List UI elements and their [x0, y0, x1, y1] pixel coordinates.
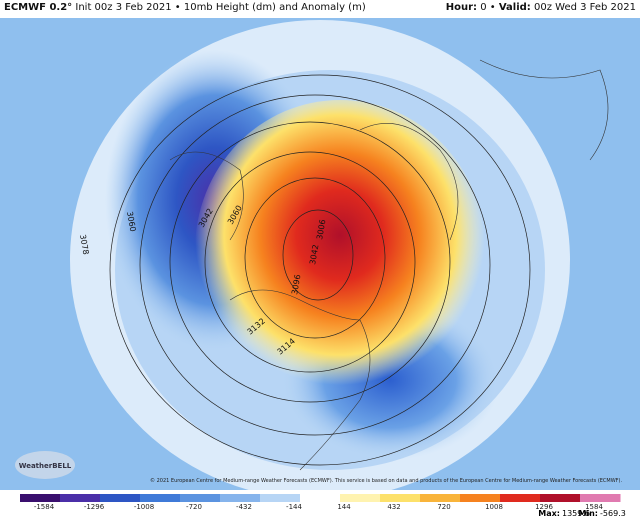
model: ECMWF 0.2° — [4, 2, 73, 13]
colorbar-swatch — [340, 494, 381, 502]
max-label: Max: — [538, 509, 560, 518]
colorbar-tick-label: -1296 — [84, 503, 105, 511]
colorbar-tick-label: -144 — [286, 503, 302, 511]
colorbar-tick-label: -432 — [236, 503, 252, 511]
colorbar-swatch — [140, 494, 181, 502]
colorbar-swatch — [540, 494, 581, 502]
contour-label: 3060 — [125, 211, 137, 233]
colorbar-tick-label: 1584 — [585, 503, 603, 511]
colorbar — [20, 494, 621, 502]
min-label: Min: — [578, 509, 598, 518]
colorbar-tick-label: 144 — [337, 503, 351, 511]
colorbar-swatch — [300, 494, 341, 502]
contour-label: 3096 — [290, 274, 302, 296]
colorbar-ticks: -1584 -1296 -1008 -720 -432 -144 144 432 720 1008… — [34, 503, 604, 511]
colorbar-swatch — [420, 494, 461, 502]
logo: WeatherBELL — [19, 462, 72, 470]
positive-anomaly — [195, 100, 485, 400]
coastlines — [169, 59, 609, 471]
header-right: Hour: 0 • Valid: 00z Wed 3 Feb 2021 — [445, 2, 636, 13]
colorbar-swatch — [60, 494, 101, 502]
colorbar-tick-label: 1296 — [535, 503, 553, 511]
header-left: ECMWF 0.2° Init 00z 3 Feb 2021 • 10mb He… — [4, 2, 366, 13]
colorbar-swatch — [380, 494, 421, 502]
colorbar-tick-label: 1008 — [485, 503, 503, 511]
colorbar-swatch — [260, 494, 301, 502]
logo-badge — [15, 451, 75, 479]
product: 10mb Height (dm) and Anomaly (m) — [183, 2, 366, 13]
colorbar-tick-label: -1584 — [34, 503, 55, 511]
colorbar-tick-label: 432 — [387, 503, 400, 511]
max: 1359.6 — [562, 509, 590, 518]
contour-label: 3006 — [315, 219, 327, 241]
contour-label: 3042 — [308, 244, 320, 266]
colorbar-tick-label: -720 — [186, 503, 202, 511]
valid: 00z Wed 3 Feb 2021 — [533, 2, 636, 13]
colorbar-swatch — [100, 494, 141, 502]
colorbar-swatch — [580, 494, 621, 502]
valid-label: Valid: — [498, 2, 531, 13]
height-contours — [109, 74, 531, 466]
colorbar-tick-label: 720 — [437, 503, 450, 511]
colorbar-swatch — [20, 494, 61, 502]
colorbar-tick-label: -1008 — [134, 503, 154, 511]
copyright: © 2021 European Centre for Medium-range … — [150, 477, 623, 484]
contour-label: 3078 — [78, 234, 90, 256]
min: -569.3 — [600, 509, 626, 518]
hour-label: Hour: — [445, 2, 478, 13]
colorbar-swatch — [220, 494, 261, 502]
colorbar-swatch — [460, 494, 501, 502]
colorbar-swatch — [500, 494, 541, 502]
hour: 0 — [480, 2, 487, 13]
colorbar-swatch — [180, 494, 221, 502]
init: Init 00z 3 Feb 2021 — [75, 2, 172, 13]
